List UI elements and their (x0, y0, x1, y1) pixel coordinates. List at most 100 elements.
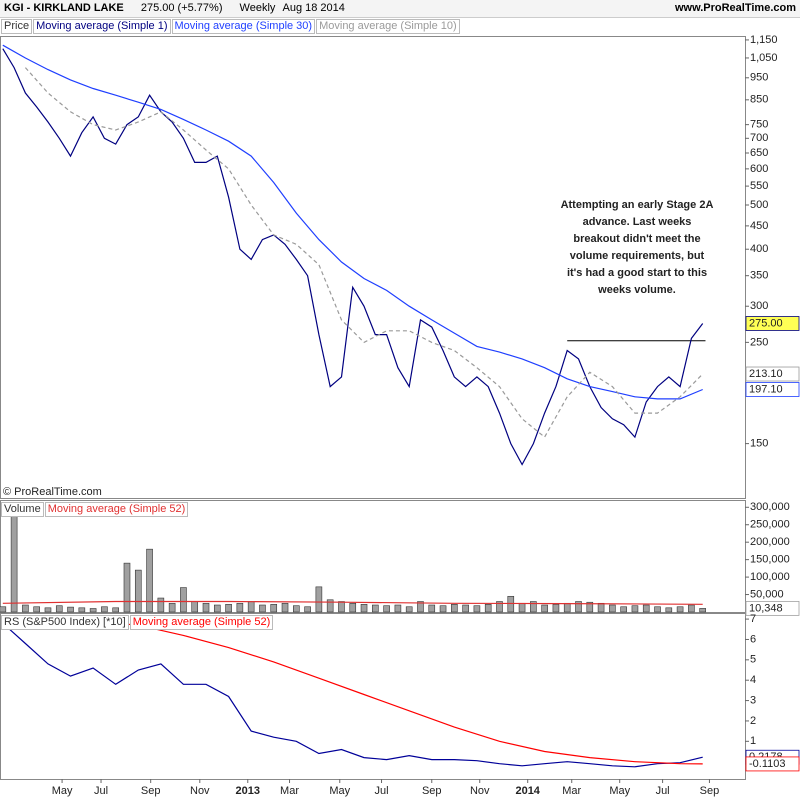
volume-bar (688, 604, 695, 613)
volume-bar (586, 601, 594, 613)
volume-bar (67, 606, 74, 613)
x-tick-label: Mar (562, 785, 581, 797)
last-value-label: 197.10 (749, 383, 783, 395)
volume-frame (0, 500, 746, 613)
volume-bar (620, 606, 627, 613)
volume-bar (157, 597, 165, 613)
x-tick-label: May (52, 785, 73, 797)
series-line (2, 622, 703, 768)
legend-entry: Moving average (Simple 1) (33, 19, 171, 34)
last-value-box (745, 600, 800, 616)
volume-bar (338, 601, 345, 613)
y-tick-label: 200,000 (750, 536, 790, 548)
volume-bar (417, 601, 424, 613)
volume-bar (101, 606, 108, 613)
y-tick-label: 300 (750, 300, 768, 312)
series-line (2, 600, 703, 605)
volume-bar (293, 605, 300, 613)
y-tick-label: 550 (750, 180, 768, 192)
volume-bar (55, 605, 63, 613)
x-tick-label: Sep (700, 785, 720, 797)
last-value-box (745, 382, 800, 397)
volume-bar (563, 602, 571, 613)
volume-bar (123, 562, 131, 613)
last-value-box (745, 316, 800, 331)
y-tick-label: 2 (750, 715, 756, 727)
volume-bar (281, 602, 289, 613)
y-tick-label: 950 (750, 72, 768, 84)
volume-bar (699, 608, 706, 613)
series-line (93, 620, 703, 765)
volume-bar (439, 605, 447, 613)
volume-bar (383, 605, 390, 613)
volume-bar (202, 602, 210, 613)
y-tick-label: 5 (750, 654, 756, 666)
volume-bar (484, 604, 492, 613)
last-value-label: 10,348 (749, 602, 783, 614)
y-tick-label: 1,150 (750, 34, 778, 46)
volume-bar (112, 607, 120, 613)
volume-bar (270, 604, 278, 613)
legend-entry: Moving average (Simple 30) (171, 19, 316, 34)
volume-bar (496, 601, 503, 613)
y-tick-label: 700 (750, 132, 768, 144)
volume-bar (89, 608, 97, 613)
volume-bar (0, 606, 7, 613)
legend-entry: Moving average (Simple 10) (316, 19, 460, 34)
series-line (2, 44, 703, 400)
y-tick-label: 100,000 (750, 571, 790, 583)
last-value-label: -0.1103 (749, 758, 786, 770)
panel-title: RS (S&P500 Index) [*10] (1, 615, 129, 630)
y-tick-label: 1,050 (750, 52, 778, 64)
series-line (24, 67, 704, 439)
legend: RS (S&P500 Index) [*10] Moving average (S… (1, 615, 274, 630)
volume-bar (247, 601, 255, 613)
y-tick-label: 3 (750, 694, 756, 706)
volume-bar (146, 548, 153, 613)
volume-bar (259, 604, 266, 613)
volume-bar (168, 602, 176, 613)
y-tick-label: 450 (750, 220, 768, 232)
y-tick-label: 150 (750, 438, 768, 450)
volume-bar (394, 604, 402, 613)
volume-bar (349, 602, 357, 613)
volume-bar (10, 503, 18, 613)
price: 275.00 (+5.77%) (140, 2, 223, 14)
annotation: breakout didn't meet the (573, 233, 700, 245)
copyright: © ProRealTime.com (3, 486, 102, 498)
volume-bar (315, 586, 323, 613)
volume-bar (304, 606, 311, 613)
y-tick-label: 600 (750, 163, 768, 175)
header: KGI - KIRKLAND LAKE 275.00 (+5.77%) Week… (0, 0, 800, 18)
volume-bar (225, 604, 232, 613)
y-tick-label: 6 (750, 633, 756, 645)
volume-bar (676, 606, 684, 613)
volume-bar (518, 602, 526, 613)
last-value-label: 275.00 (749, 317, 783, 329)
legend: Price Moving average (Simple 1) Moving ave… (1, 19, 461, 34)
volume-bar (507, 595, 515, 613)
volume-bar (428, 604, 436, 613)
date: Aug 18 2014 (282, 2, 345, 14)
x-tick-label: May (329, 785, 350, 797)
x-tick-label: Jul (656, 785, 670, 797)
symbol: KGI - KIRKLAND LAKE (4, 2, 124, 14)
volume-bar (134, 569, 142, 613)
x-tick-label: Mar (280, 785, 299, 797)
y-tick-label: 500 (750, 199, 768, 211)
x-tick-label: May (609, 785, 630, 797)
annotation: Attempting an early Stage 2A (561, 199, 714, 211)
rs-frame (0, 613, 746, 780)
volume-bar (78, 607, 86, 613)
y-tick-label: 4 (750, 674, 756, 686)
volume-bar (33, 606, 40, 613)
x-tick-label: Sep (422, 785, 442, 797)
y-tick-label: 400 (750, 243, 768, 255)
y-tick-label: 350 (750, 270, 768, 282)
volume-bar (597, 602, 605, 613)
y-tick-label: 250 (750, 336, 768, 348)
volume-bar (530, 601, 537, 613)
x-tick-label: Nov (470, 785, 490, 797)
